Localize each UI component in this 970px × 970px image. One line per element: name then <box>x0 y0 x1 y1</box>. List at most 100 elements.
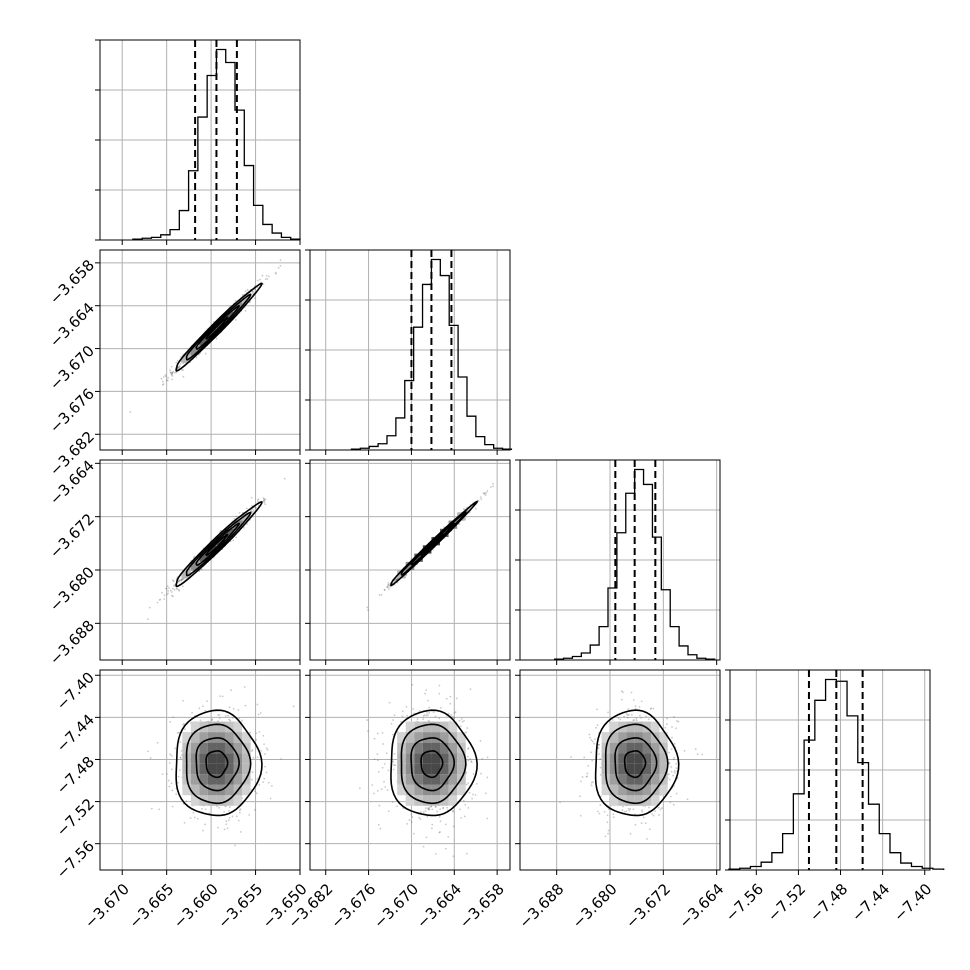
scatter-point <box>641 809 643 812</box>
scatter-point <box>204 808 207 811</box>
scatter-point <box>427 808 430 811</box>
scatter-point <box>258 731 261 733</box>
scatter-point <box>378 804 381 807</box>
density-cell <box>448 721 458 733</box>
scatter-point <box>438 692 441 695</box>
scatter-point <box>204 823 206 826</box>
scatter-point <box>462 508 465 511</box>
scatter-point <box>256 279 259 282</box>
scatter-point <box>634 823 637 826</box>
scatter-point <box>274 271 277 274</box>
scatter-point <box>625 810 628 813</box>
scatter-point <box>623 810 626 813</box>
scatter-point <box>594 738 597 741</box>
scatter-point <box>262 734 265 737</box>
density-cell <box>618 784 627 796</box>
scatter-point <box>381 766 384 769</box>
scatter-point <box>427 807 430 810</box>
scatter-point <box>165 375 167 378</box>
scatter-point <box>265 274 268 277</box>
scatter-point <box>177 366 180 369</box>
scatter-point <box>438 717 441 720</box>
scatter-point <box>198 570 201 573</box>
scatter-point <box>366 719 368 721</box>
scatter-point <box>428 706 431 709</box>
x-tick-label: −7.40 <box>890 880 935 925</box>
scatter-point <box>263 777 266 780</box>
scatter-point <box>694 748 697 750</box>
scatter-point <box>617 717 620 720</box>
scatter-point <box>147 750 149 753</box>
scatter-point <box>162 375 165 378</box>
scatter-point <box>264 503 267 506</box>
scatter-point <box>232 539 235 542</box>
scatter-point <box>606 814 609 817</box>
scatter-point <box>246 523 248 525</box>
scatter-point <box>481 757 484 760</box>
scatter-point <box>449 695 452 698</box>
scatter-point <box>172 580 175 583</box>
scatter-point <box>406 714 408 717</box>
scatter-point <box>424 692 426 695</box>
scatter-point <box>171 768 173 771</box>
density-cell <box>199 337 208 346</box>
scatter-point <box>148 606 151 609</box>
density-cell <box>190 784 200 796</box>
density-cell <box>609 742 619 754</box>
scatter-point <box>586 775 588 778</box>
density-cell <box>659 753 668 764</box>
scatter-point <box>168 785 171 788</box>
scatter-point <box>383 762 386 765</box>
scatter-point <box>371 784 374 786</box>
density-cell <box>422 721 432 733</box>
density-cell <box>207 774 217 785</box>
scatter-point <box>677 720 680 723</box>
scatter-point <box>228 817 231 819</box>
density-cell <box>457 732 466 743</box>
scatter-point <box>229 719 232 722</box>
density-cell <box>216 537 225 546</box>
density-cell <box>405 732 415 743</box>
scatter-point <box>167 779 170 782</box>
scatter-point <box>431 808 434 811</box>
scatter-point <box>178 589 181 592</box>
scatter-point <box>182 723 184 726</box>
scatter-point <box>170 373 173 376</box>
scatter-point <box>485 491 488 494</box>
scatter-point <box>591 759 594 762</box>
scatter-point <box>387 582 390 584</box>
scatter-point <box>489 486 492 489</box>
scatter-frame <box>519 669 721 871</box>
scatter-point <box>620 690 623 693</box>
density-cell <box>216 774 225 785</box>
scatter-point <box>228 718 231 721</box>
scatter-point <box>217 714 220 716</box>
scatter-point <box>438 816 441 818</box>
scatter-point <box>579 814 582 817</box>
scatter-point <box>422 811 425 813</box>
scatter-point <box>253 809 256 811</box>
density-cell <box>651 774 660 785</box>
scatter-point <box>451 715 454 718</box>
scatter-point <box>217 826 219 829</box>
scatter-point <box>638 714 641 717</box>
scatter-point <box>183 722 185 725</box>
density-cell <box>618 763 627 775</box>
scatter-point <box>171 372 173 375</box>
scatter-point <box>253 291 255 294</box>
scatter-point <box>451 810 454 813</box>
scatter-point <box>380 593 383 596</box>
scatter-point <box>670 748 673 751</box>
density-cell <box>414 553 423 562</box>
scatter-point <box>156 601 159 604</box>
scatter-point <box>172 595 174 598</box>
scatter-point <box>439 808 442 811</box>
scatter-point <box>452 717 455 720</box>
scatter-point <box>373 737 376 740</box>
density-cell <box>405 774 415 785</box>
scatter-point <box>668 773 670 776</box>
scatter-point <box>672 758 675 761</box>
scatter-point <box>262 497 265 499</box>
density-cell <box>216 320 225 329</box>
scatter-point <box>607 829 610 832</box>
